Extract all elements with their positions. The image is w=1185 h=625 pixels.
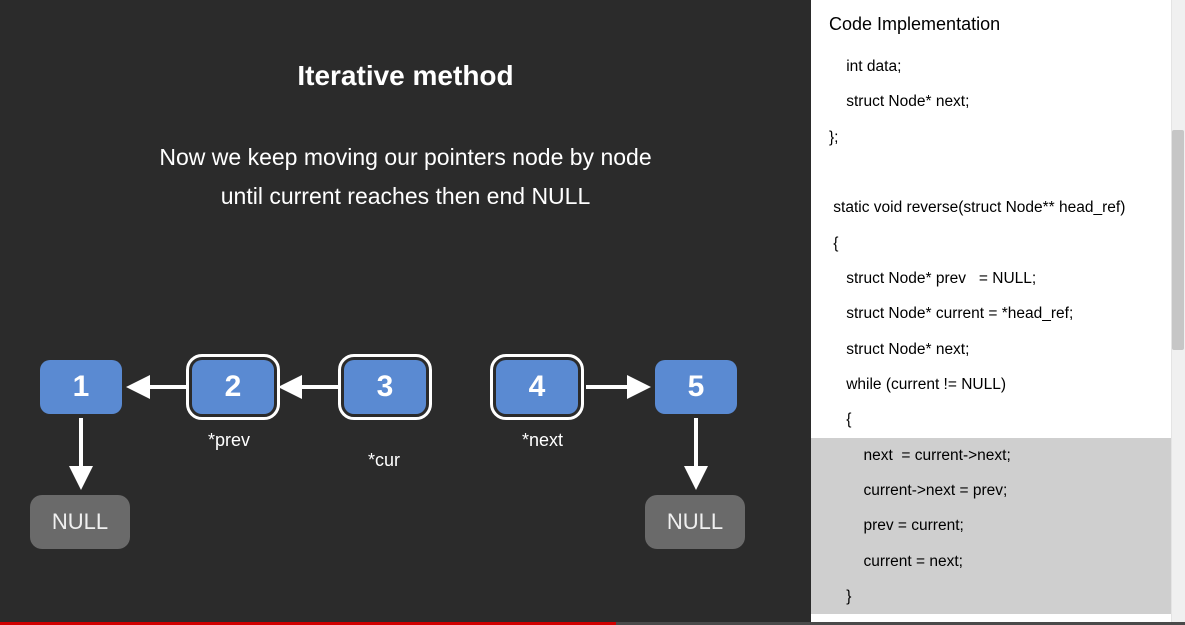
list-node-2: 2 [192, 360, 274, 414]
pointer-label-prev: *prev [208, 430, 250, 451]
slide-title: Iterative method [0, 60, 811, 92]
code-line-14: current = next; [811, 544, 1185, 579]
list-node-4: 4 [496, 360, 578, 414]
code-panel: Code Implementation int data; struct Nod… [811, 0, 1185, 625]
code-line-3 [811, 155, 1185, 190]
pointer-label-next: *next [522, 430, 563, 451]
null-box-0: NULL [30, 495, 130, 549]
code-line-10: { [811, 402, 1185, 437]
code-block: int data; struct Node* next;}; static vo… [811, 35, 1185, 614]
code-heading: Code Implementation [811, 0, 1185, 35]
pointer-label-cur: *cur [368, 450, 400, 471]
diagram-panel: Iterative method Now we keep moving our … [0, 0, 811, 625]
code-line-2: }; [811, 120, 1185, 155]
code-line-12: current->next = prev; [811, 473, 1185, 508]
code-line-0: int data; [811, 49, 1185, 84]
subtitle-line-2: until current reaches then end NULL [221, 183, 591, 209]
scrollbar-track[interactable] [1171, 0, 1185, 625]
list-node-1: 1 [40, 360, 122, 414]
code-line-13: prev = current; [811, 508, 1185, 543]
code-line-9: while (current != NULL) [811, 367, 1185, 402]
code-line-8: struct Node* next; [811, 332, 1185, 367]
slide-subtitle: Now we keep moving our pointers node by … [0, 138, 811, 216]
code-line-4: static void reverse(struct Node** head_r… [811, 190, 1185, 225]
list-node-5: 5 [655, 360, 737, 414]
code-line-7: struct Node* current = *head_ref; [811, 296, 1185, 331]
list-node-3: 3 [344, 360, 426, 414]
scrollbar-thumb[interactable] [1172, 130, 1184, 350]
code-line-1: struct Node* next; [811, 84, 1185, 119]
linked-list-diagram: 1 2 3 4 5 NULL NULL *prev *cur *next [30, 360, 790, 580]
code-line-15: } [811, 579, 1185, 614]
subtitle-line-1: Now we keep moving our pointers node by … [159, 144, 651, 170]
code-line-5: { [811, 226, 1185, 261]
code-line-11: next = current->next; [811, 438, 1185, 473]
code-line-6: struct Node* prev = NULL; [811, 261, 1185, 296]
null-box-1: NULL [645, 495, 745, 549]
